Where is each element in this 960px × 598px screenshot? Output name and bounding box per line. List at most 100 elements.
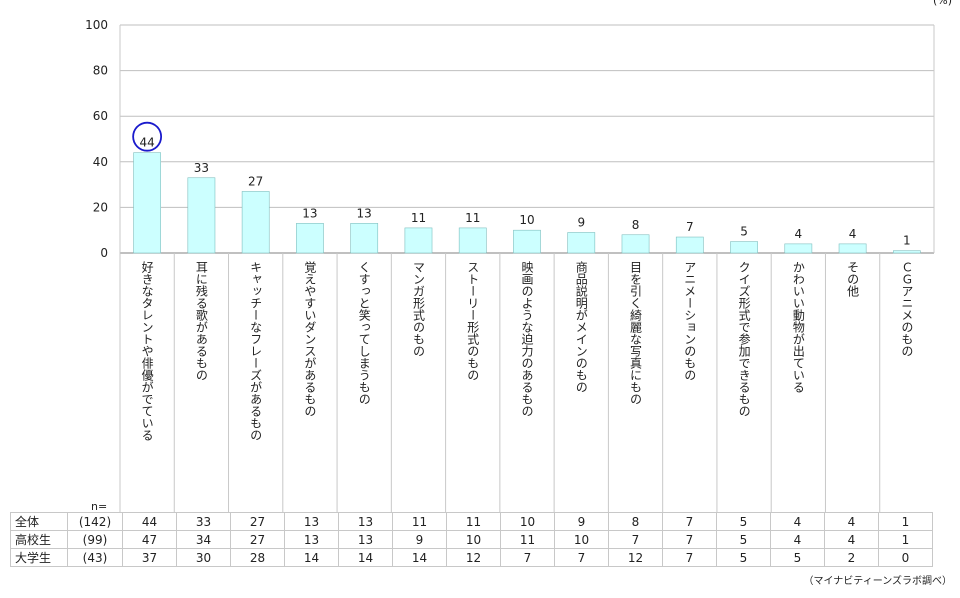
category-label: かわいい動物が出ている — [791, 261, 805, 393]
bar — [513, 229, 541, 254]
bar-value-label: 33 — [194, 161, 209, 175]
table-cell: 10 — [446, 530, 501, 549]
bar — [187, 177, 216, 254]
table-cell: 1 — [878, 530, 933, 549]
table-cell: 12 — [446, 548, 501, 567]
bar-value-label: 10 — [519, 213, 534, 227]
table-cell: 11 — [392, 512, 447, 531]
table-cell: 27 — [230, 512, 285, 531]
table-cell: 13 — [338, 512, 393, 531]
table-cell: 5 — [770, 548, 825, 567]
table-cell: 10 — [500, 512, 555, 531]
bar-value-label: 44 — [139, 136, 154, 150]
table-cell: 7 — [608, 530, 663, 549]
table-cell: 5 — [716, 548, 771, 567]
bar-value-label: 8 — [632, 218, 640, 232]
table-cell: 1 — [878, 512, 933, 531]
bar — [838, 243, 867, 254]
bar — [675, 236, 704, 254]
bar — [784, 243, 813, 254]
category-label: その他 — [846, 261, 860, 297]
table-row: 大学生 (43) 37 30 28 14 14 14 12 7 7 12 7 5 5 2 0 — [10, 548, 933, 567]
table-row: 高校生 (99) 47 34 27 13 13 9 10 11 10 7 7 5 4 4 1 — [10, 530, 933, 549]
source-note: （マイナビティーンズラボ調べ） — [803, 576, 953, 587]
bar — [296, 223, 324, 254]
bar — [892, 250, 921, 254]
table-cell: 14 — [392, 548, 447, 567]
table-cell: 14 — [284, 548, 339, 567]
table-cell: 4 — [770, 530, 825, 549]
bar-value-label: 5 — [740, 225, 748, 239]
category-label: くすっと笑ってしまうもの — [357, 261, 371, 405]
table-cell: 9 — [554, 512, 609, 531]
bar-value-label: 11 — [411, 211, 426, 225]
category-label: キャッチーなフレーズがあるもの — [249, 261, 263, 441]
table-cell: 44 — [122, 512, 177, 531]
y-tick-label: 100 — [85, 18, 108, 32]
bar — [241, 191, 270, 254]
category-label: 目を引く綺麗な写真にもの — [629, 261, 643, 405]
table-cell: 7 — [500, 548, 555, 567]
bar-value-label: 4 — [795, 227, 803, 241]
row-sample-size: (142) — [67, 512, 123, 531]
bar-value-label: 7 — [686, 220, 694, 234]
y-tick-label: 0 — [100, 246, 108, 260]
highlight-circle — [132, 121, 163, 152]
table-cell: 2 — [824, 548, 879, 567]
bar — [350, 223, 379, 254]
bar — [133, 152, 161, 254]
bar-value-label: 4 — [849, 227, 857, 241]
bar — [458, 227, 487, 254]
category-label: 好きなタレントや俳優がでている — [140, 261, 154, 441]
table-cell: 30 — [176, 548, 231, 567]
category-label: マンガ形式のもの — [411, 261, 425, 357]
table-cell: 47 — [122, 530, 177, 549]
table-cell: 4 — [824, 512, 879, 531]
table-cell: 7 — [662, 512, 717, 531]
table-cell: 0 — [878, 548, 933, 567]
row-group-label: 大学生 — [10, 548, 68, 567]
table-cell: 10 — [554, 530, 609, 549]
table-cell: 27 — [230, 530, 285, 549]
bar-value-label: 11 — [465, 211, 480, 225]
table-row: 全体 (142) 44 33 27 13 13 11 11 10 9 8 7 5 4 4 1 — [10, 512, 933, 531]
category-label: アニメーションのもの — [683, 261, 697, 381]
bar-value-label: 13 — [302, 206, 317, 220]
bar — [404, 227, 433, 254]
category-label: ＣＧアニメのもの — [900, 261, 914, 357]
bar-value-label: 13 — [357, 206, 372, 220]
bar — [567, 232, 596, 254]
table-cell: 8 — [608, 512, 663, 531]
category-label: 耳に残る歌があるもの — [194, 261, 208, 381]
table-cell: 11 — [446, 512, 501, 531]
row-sample-size: (99) — [67, 530, 123, 549]
y-tick-label: 40 — [93, 155, 108, 169]
table-cell: 4 — [770, 512, 825, 531]
y-tick-label: 60 — [93, 109, 108, 123]
table-cell: 9 — [392, 530, 447, 549]
n-label: n= — [91, 500, 108, 513]
category-label: 映画のような迫力のあるもの — [520, 261, 534, 417]
y-tick-label: 80 — [93, 64, 108, 78]
table-cell: 11 — [500, 530, 555, 549]
table-cell: 13 — [284, 512, 339, 531]
table-cell: 7 — [662, 548, 717, 567]
table-cell: 34 — [176, 530, 231, 549]
row-group-label: 全体 — [10, 512, 68, 531]
bar-chart: 02040608010044好きなタレントや俳優がでている33耳に残る歌があるも… — [85, 18, 935, 512]
category-label: ストーリー形式のもの — [466, 261, 480, 381]
row-group-label: 高校生 — [10, 530, 68, 549]
table-cell: 13 — [284, 530, 339, 549]
table-cell: 28 — [230, 548, 285, 567]
table-cell: 7 — [662, 530, 717, 549]
table-cell: 4 — [824, 530, 879, 549]
category-label: 商品説明がメインのもの — [574, 260, 588, 393]
table-cell: 13 — [338, 530, 393, 549]
category-label: 覚えやすいダンスがあるもの — [303, 261, 317, 417]
bar-value-label: 27 — [248, 174, 263, 188]
table-cell: 33 — [176, 512, 231, 531]
bar — [621, 234, 650, 254]
category-label: クイズ形式で参加できるもの — [737, 261, 751, 417]
bar-value-label: 9 — [577, 215, 585, 229]
bar-value-label: 1 — [903, 234, 911, 248]
